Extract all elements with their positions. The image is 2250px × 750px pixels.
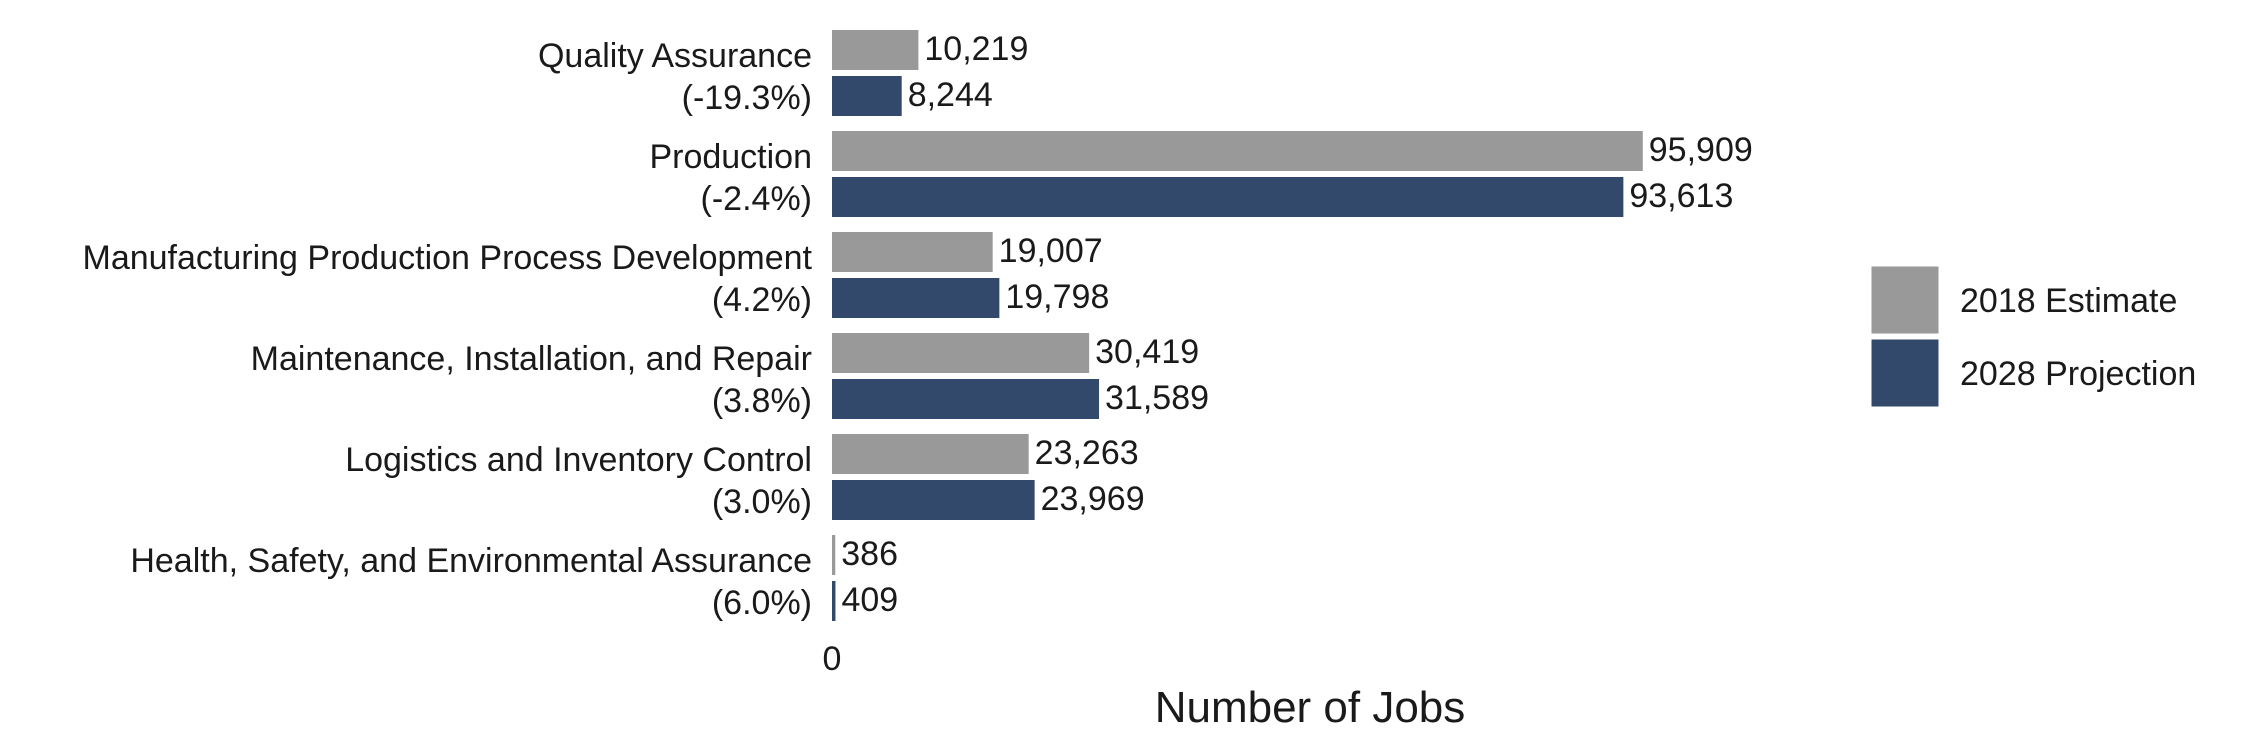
bar-2028-projection-health-safety-and-environmental-assurance [832, 581, 836, 621]
category-label-health-safety-and-environmental-assurance: Health, Safety, and Environmental Assura… [130, 542, 812, 580]
data-label-2018-estimate-manufacturing-production-process-development: 19,007 [999, 232, 1103, 270]
bar-2028-projection-logistics-and-inventory-control [832, 480, 1035, 520]
category-label-production: Production [649, 138, 812, 176]
legend-swatch-2028-projection [1868, 336, 1942, 410]
bar-2018-estimate-manufacturing-production-process-development [832, 232, 993, 272]
category-change-label: (3.0%) [712, 483, 812, 521]
category-labels: Quality Assurance (-19.3%) Production (-2.4… [83, 37, 813, 622]
x-tick-label: 0 [823, 640, 842, 678]
legend: 2018 Estimate 2028 Projection [1868, 263, 2196, 410]
category-label-maintenance-installation-and-repair: Maintenance, Installation, and Repair [251, 340, 812, 378]
data-label-2018-estimate-logistics-and-inventory-control: 23,263 [1035, 434, 1139, 472]
data-label-2028-projection-manufacturing-production-process-development: 19,798 [1005, 278, 1109, 316]
bar-2028-projection-production [832, 177, 1624, 217]
category-change-label: (6.0%) [712, 584, 812, 622]
data-label-2028-projection-quality-assurance: 8,244 [908, 76, 993, 114]
bar-2028-projection-manufacturing-production-process-development [832, 278, 1000, 318]
bar-2018-estimate-quality-assurance [832, 30, 919, 70]
bar-2018-estimate-production [832, 131, 1643, 171]
data-label-2028-projection-logistics-and-inventory-control: 23,969 [1041, 480, 1145, 518]
legend-label-2018-estimate: 2018 Estimate [1960, 282, 2177, 320]
category-change-label: (-2.4%) [701, 180, 812, 218]
bar-2028-projection-quality-assurance [832, 76, 902, 116]
bar-2018-estimate-maintenance-installation-and-repair [832, 333, 1090, 373]
data-label-2028-projection-production: 93,613 [1629, 177, 1733, 215]
category-label-logistics-and-inventory-control: Logistics and Inventory Control [345, 441, 812, 479]
data-label-2018-estimate-health-safety-and-environmental-assurance: 386 [841, 535, 898, 573]
legend-label-2028-projection: 2028 Projection [1960, 355, 2196, 393]
data-label-2018-estimate-quality-assurance: 10,219 [924, 30, 1028, 68]
bar-2018-estimate-logistics-and-inventory-control [832, 434, 1029, 474]
category-change-label: (4.2%) [712, 281, 812, 319]
bar-2018-estimate-health-safety-and-environmental-assurance [832, 535, 836, 575]
bar-2028-projection-maintenance-installation-and-repair [832, 379, 1100, 419]
category-label-manufacturing-production-process-development: Manufacturing Production Process Develop… [83, 239, 813, 277]
data-label-2018-estimate-maintenance-installation-and-repair: 30,419 [1095, 333, 1199, 371]
category-change-label: (3.8%) [712, 382, 812, 420]
category-change-label: (-19.3%) [682, 79, 812, 117]
x-axis: 0 Number of Jobs [823, 640, 1466, 732]
data-label-2018-estimate-production: 95,909 [1649, 131, 1753, 169]
x-axis-title: Number of Jobs [1155, 683, 1466, 732]
data-label-2028-projection-health-safety-and-environmental-assurance: 409 [841, 581, 898, 619]
legend-swatch-2018-estimate [1868, 263, 1942, 337]
data-label-2028-projection-maintenance-installation-and-repair: 31,589 [1105, 379, 1209, 417]
plot-area: 10,219 8,244 95,909 93,613 19,007 19,798 30,41… [832, 30, 1753, 621]
category-label-quality-assurance: Quality Assurance [538, 37, 812, 75]
